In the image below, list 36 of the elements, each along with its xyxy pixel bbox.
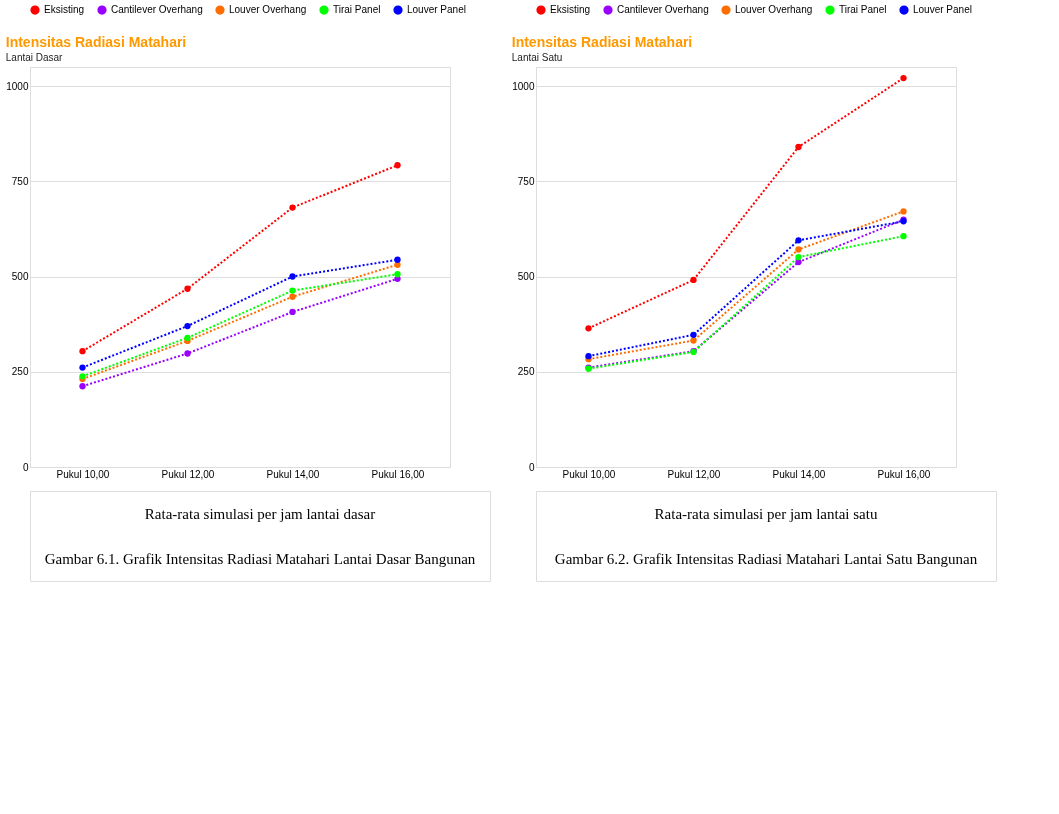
- y-tick-label: 250: [11, 366, 29, 378]
- text: Rata-rata simulasi per jam lantai satu: [654, 505, 878, 522]
- y-tick-label: 500: [517, 271, 535, 283]
- text: Gambar 6.1. Grafik Intensitas Radiasi Matahari Lantai Dasar Bangunan: [44, 550, 476, 567]
- text: Gambar 6.2. Grafik Intensitas Radiasi Matahari Lantai Satu Bangunan: [554, 550, 978, 567]
- x-tick-label: Pukul 16,00: [877, 468, 931, 480]
- legend-label: Cantilever Overhang: [111, 4, 203, 16]
- chart-subtitle: Lantai Dasar: [5, 52, 64, 63]
- x-tick-label: Pukul 14,00: [772, 468, 826, 480]
- y-tick-label: 0: [528, 461, 535, 473]
- x-tick-label: Pukul 16,00: [371, 468, 425, 480]
- legend-label: Eksisting: [44, 4, 85, 16]
- chart-title: Intensitas Radiasi Matahari: [511, 34, 693, 50]
- text: Rata-rata simulasi per jam lantai dasar: [144, 505, 376, 522]
- x-tick-label: Pukul 14,00: [266, 468, 320, 480]
- chart-subtitle: Lantai Satu: [511, 52, 563, 63]
- x-tick-label: Pukul 10,00: [56, 468, 110, 480]
- legend-label: Louver Panel: [407, 4, 466, 16]
- legend-label: Louver Overhang: [735, 4, 813, 16]
- legend-label: Eksisting: [550, 4, 591, 16]
- y-tick-label: 750: [517, 175, 535, 187]
- y-tick-label: 500: [11, 271, 29, 283]
- x-tick-label: Pukul 10,00: [562, 468, 616, 480]
- x-tick-label: Pukul 12,00: [161, 468, 215, 480]
- legend-label: Cantilever Overhang: [617, 4, 709, 16]
- chart-title: Intensitas Radiasi Matahari: [5, 34, 187, 50]
- x-tick-label: Pukul 12,00: [667, 468, 721, 480]
- legend-label: Tirai Panel: [839, 4, 887, 16]
- y-tick-label: 250: [517, 366, 535, 378]
- y-tick-label: 1000: [6, 80, 29, 92]
- legend-label: Tirai Panel: [333, 4, 381, 16]
- legend-label: Louver Panel: [913, 4, 972, 16]
- y-tick-label: 750: [11, 175, 29, 187]
- legend-label: Louver Overhang: [229, 4, 307, 16]
- y-tick-label: 1000: [512, 80, 535, 92]
- y-tick-label: 0: [22, 461, 29, 473]
